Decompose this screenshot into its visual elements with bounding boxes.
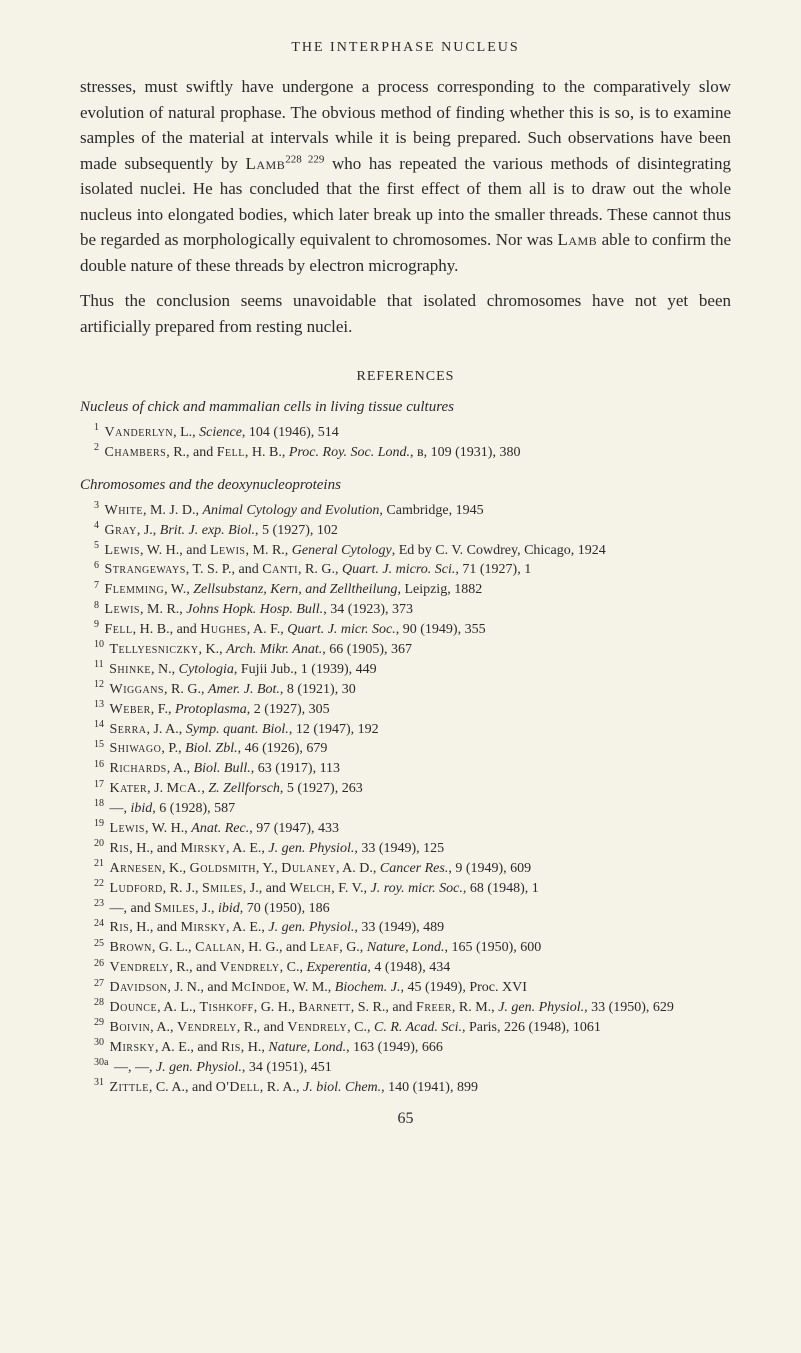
citation-sup-1: 228 229: [285, 153, 324, 165]
ref-number: 16: [94, 759, 104, 770]
ref-number: 13: [94, 699, 104, 710]
ref-item: 30a —, —, J. gen. Physiol., 34 (1951), 4…: [80, 1059, 731, 1078]
ref-item: 25 Brown, G. L., Callan, H. G., and Leaf…: [80, 939, 731, 958]
ref-item: 17 Kater, J. McA., Z. Zellforsch, 5 (192…: [80, 780, 731, 799]
ref-number: 21: [94, 858, 104, 869]
ref-number: 31: [94, 1077, 104, 1088]
paragraph-1: stresses, must swiftly have undergone a …: [80, 74, 731, 278]
ref-number: 9: [94, 619, 99, 630]
ref-list-2: 3 White, M. J. D., Animal Cytology and E…: [80, 502, 731, 1098]
ref-item: 2 Chambers, R., and Fell, H. B., Proc. R…: [80, 444, 731, 463]
ref-number: 25: [94, 938, 104, 949]
ref-item: 14 Serra, J. A., Symp. quant. Biol., 12 …: [80, 721, 731, 740]
ref-number: 30a: [94, 1057, 108, 1068]
ref-number: 23: [94, 898, 104, 909]
ref-number: 11: [94, 659, 104, 670]
section-1-title: Nucleus of chick and mammalian cells in …: [80, 399, 731, 416]
ref-item: 23 —, and Smiles, J., ibid, 70 (1950), 1…: [80, 900, 731, 919]
ref-number: 7: [94, 580, 99, 591]
author-lamb-2: Lamb: [557, 230, 597, 249]
paragraph-2: Thus the conclusion seems unavoidable th…: [80, 288, 731, 339]
ref-item: 3 White, M. J. D., Animal Cytology and E…: [80, 502, 731, 521]
ref-item: 7 Flemming, W., Zellsubstanz, Kern, and …: [80, 581, 731, 600]
ref-item: 6 Strangeways, T. S. P., and Canti, R. G…: [80, 561, 731, 580]
page-number: 65: [80, 1110, 731, 1128]
ref-number: 12: [94, 679, 104, 690]
ref-number: 10: [94, 639, 104, 650]
ref-item: 19 Lewis, W. H., Anat. Rec., 97 (1947), …: [80, 820, 731, 839]
ref-number: 8: [94, 600, 99, 611]
ref-number: 30: [94, 1037, 104, 1048]
ref-number: 17: [94, 779, 104, 790]
ref-number: 28: [94, 997, 104, 1008]
ref-list-1: 1 Vanderlyn, L., Science, 104 (1946), 51…: [80, 424, 731, 463]
ref-number: 18: [94, 798, 104, 809]
ref-number: 1: [94, 422, 99, 433]
ref-number: 20: [94, 838, 104, 849]
ref-item: 24 Ris, H., and Mirsky, A. E., J. gen. P…: [80, 919, 731, 938]
ref-number: 2: [94, 442, 99, 453]
ref-number: 22: [94, 878, 104, 889]
ref-item: 31 Zittle, C. A., and O'Dell, R. A., J. …: [80, 1079, 731, 1098]
ref-item: 20 Ris, H., and Mirsky, A. E., J. gen. P…: [80, 840, 731, 859]
ref-item: 26 Vendrely, R., and Vendrely, C., Exper…: [80, 959, 731, 978]
ref-item: 5 Lewis, W. H., and Lewis, M. R., Genera…: [80, 542, 731, 561]
ref-number: 29: [94, 1017, 104, 1028]
page-header: THE INTERPHASE NUCLEUS: [80, 40, 731, 56]
ref-item: 4 Gray, J., Brit. J. exp. Biol., 5 (1927…: [80, 522, 731, 541]
ref-item: 12 Wiggans, R. G., Amer. J. Bot., 8 (192…: [80, 681, 731, 700]
ref-number: 3: [94, 500, 99, 511]
ref-item: 21 Arnesen, K., Goldsmith, Y., Dulaney, …: [80, 860, 731, 879]
ref-number: 24: [94, 918, 104, 929]
ref-item: 16 Richards, A., Biol. Bull., 63 (1917),…: [80, 760, 731, 779]
ref-number: 6: [94, 560, 99, 571]
ref-number: 5: [94, 540, 99, 551]
ref-item: 29 Boivin, A., Vendrely, R., and Vendrel…: [80, 1019, 731, 1038]
ref-item: 13 Weber, F., Protoplasma, 2 (1927), 305: [80, 701, 731, 720]
ref-item: 22 Ludford, R. J., Smiles, J., and Welch…: [80, 880, 731, 899]
ref-item: 15 Shiwago, P., Biol. Zbl., 46 (1926), 6…: [80, 740, 731, 759]
ref-number: 27: [94, 978, 104, 989]
author-lamb-1: Lamb: [245, 154, 285, 173]
section-2-title: Chromosomes and the deoxynucleoproteins: [80, 477, 731, 494]
ref-item: 30 Mirsky, A. E., and Ris, H., Nature, L…: [80, 1039, 731, 1058]
ref-item: 11 Shinke, N., Cytologia, Fujii Jub., 1 …: [80, 661, 731, 680]
ref-item: 28 Dounce, A. L., Tishkoff, G. H., Barne…: [80, 999, 731, 1018]
ref-number: 14: [94, 719, 104, 730]
ref-item: 9 Fell, H. B., and Hughes, A. F., Quart.…: [80, 621, 731, 640]
page-container: THE INTERPHASE NUCLEUS stresses, must sw…: [0, 0, 801, 1158]
ref-number: 4: [94, 520, 99, 531]
ref-item: 18 —, ibid, 6 (1928), 587: [80, 800, 731, 819]
ref-item: 27 Davidson, J. N., and McIndoe, W. M., …: [80, 979, 731, 998]
ref-number: 19: [94, 818, 104, 829]
ref-item: 10 Tellyesniczky, K., Arch. Mikr. Anat.,…: [80, 641, 731, 660]
ref-item: 8 Lewis, M. R., Johns Hopk. Hosp. Bull.,…: [80, 601, 731, 620]
ref-number: 26: [94, 958, 104, 969]
ref-number: 15: [94, 739, 104, 750]
ref-item: 1 Vanderlyn, L., Science, 104 (1946), 51…: [80, 424, 731, 443]
references-heading: REFERENCES: [80, 369, 731, 385]
